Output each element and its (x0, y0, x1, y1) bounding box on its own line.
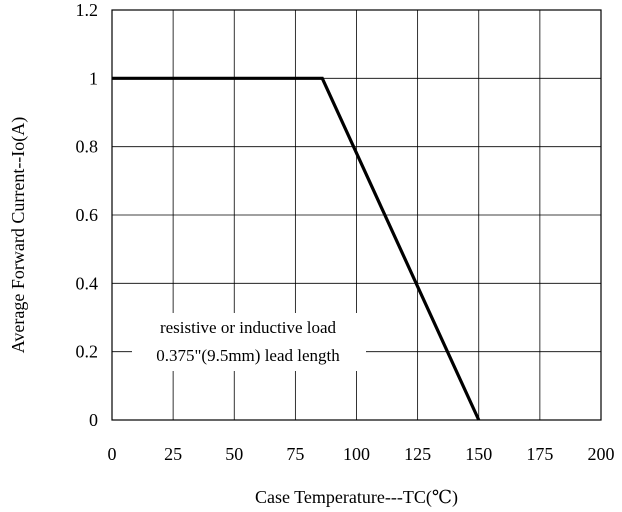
x-tick-label: 200 (588, 444, 615, 464)
x-tick-label: 25 (164, 444, 182, 464)
y-tick-label: 0 (89, 410, 98, 430)
x-tick-label: 100 (343, 444, 370, 464)
x-tick-label: 125 (404, 444, 431, 464)
y-tick-label: 0.4 (76, 273, 99, 293)
annotation-line-1: resistive or inductive load (160, 318, 337, 337)
series (112, 76, 481, 421)
annotation: resistive or inductive load 0.375"(9.5mm… (156, 318, 340, 365)
y-tick-label: 0.2 (76, 342, 99, 362)
x-tick-label: 150 (465, 444, 492, 464)
y-tick-label: 0.8 (76, 137, 99, 157)
x-axis-ticks: 0 25 50 75 100 125 150 175 200 (108, 444, 615, 464)
y-tick-label: 1 (89, 68, 98, 88)
annotation-background (132, 313, 366, 371)
y-axis-ticks: 0 0.2 0.4 0.6 0.8 1 1.2 (76, 0, 99, 430)
x-tick-label: 75 (286, 444, 304, 464)
x-axis-title: Case Temperature---TC(℃) (255, 487, 458, 508)
series-line (112, 76, 481, 421)
y-tick-label: 1.2 (76, 0, 99, 20)
x-tick-label: 0 (108, 444, 117, 464)
y-axis-title: Average Forward Current--Io(A) (8, 117, 29, 354)
x-tick-label: 175 (526, 444, 553, 464)
plot-frame (111, 9, 602, 421)
annotation-line-2: 0.375"(9.5mm) lead length (156, 346, 340, 365)
x-tick-label: 50 (225, 444, 243, 464)
y-tick-label: 0.6 (76, 205, 99, 225)
